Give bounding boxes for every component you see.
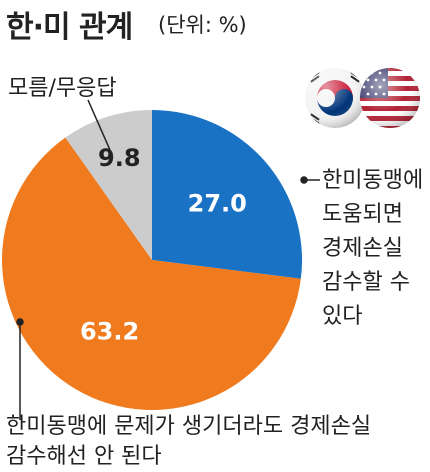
leader-line-unknown <box>87 99 111 151</box>
usa-flag-icon <box>360 68 420 128</box>
value-label-unknown: 9.8 <box>98 144 141 172</box>
legend-label-support-line: 도움되면 <box>322 202 403 227</box>
pie-slice-oppose <box>1 137 301 410</box>
value-label-support: 27.0 <box>188 189 247 217</box>
legend-label-support: 한미동맹에 도움되면 경제손실 감수할 수 있다 <box>322 164 423 334</box>
legend-label-support-line: 경제손실 <box>322 236 403 261</box>
legend-label-support-line: 있다 <box>322 304 363 329</box>
legend-label-oppose-line: 한미동맹에 문제가 생기더라도 경제손실 <box>6 414 372 439</box>
leader-dot-oppose <box>16 318 24 326</box>
unit-label: (단위: %) <box>158 13 247 37</box>
value-label-oppose: 63.2 <box>80 318 139 346</box>
pie-slice-unknown <box>65 110 152 260</box>
legend-label-support-line: 한미동맹에 <box>322 168 424 193</box>
legend-label-oppose-line: 감수해선 안 된다 <box>6 444 162 469</box>
chart-title: 한·미 관계 <box>6 10 133 45</box>
korea-flag-icon <box>305 68 365 128</box>
legend-label-oppose: 한미동맹에 문제가 생기더라도 경제손실 감수해선 안 된다 <box>6 412 371 472</box>
legend-label-unknown: 모름/무응답 <box>8 76 117 101</box>
leader-dot-support <box>300 176 308 184</box>
legend-label-support-line: 감수할 수 <box>322 270 410 295</box>
pie-slice-support <box>152 110 302 279</box>
